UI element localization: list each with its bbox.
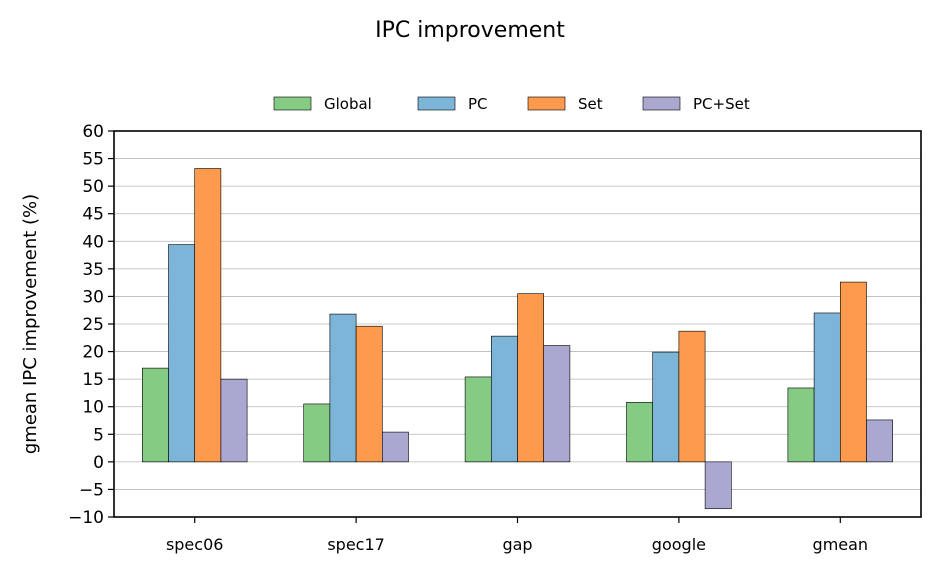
bar-global-spec17 [303,403,331,463]
bar-global-gmean [787,387,815,463]
bar-set-google [678,330,706,463]
x-tick-label: gmean [813,535,869,554]
y-tick-label: 5 [93,425,104,445]
y-tick-label: 10 [82,398,104,418]
chart-title: IPC improvement [375,18,565,43]
bar-pc-set-spec17 [381,431,409,463]
bar-set-spec06 [194,168,222,463]
x-axis: spec06 spec17 gap google gmean [166,517,868,554]
y-tick-label: 45 [82,205,104,225]
x-tick-label: google [652,535,706,554]
y-tick-label: 15 [82,370,104,390]
bar-pc-spec17 [329,313,357,463]
bar-pc-spec06 [168,244,196,463]
bar-set-spec17 [355,325,383,463]
y-tick-label: 55 [82,150,104,170]
y-axis: −10 −5 0 5 10 15 20 25 30 35 40 45 50 55 60 [68,122,114,528]
bar-global-gap [464,376,492,463]
bar-pc-set-spec06 [220,378,248,463]
y-tick-label: 30 [82,287,104,307]
legend-swatch [417,96,456,111]
legend-swatch [273,96,312,111]
y-axis-label: gmean IPC improvement (%) [20,194,41,454]
legend-label: PC+Set [693,95,750,113]
bar-pc-set-gmean [866,419,894,463]
bar-global-google [626,402,654,463]
y-tick-label: −10 [68,508,104,528]
legend-label: Global [324,95,372,113]
legend-label: PC [468,95,488,113]
bar-global-spec06 [142,367,169,463]
bar-pc-set-gap [543,345,571,463]
legend: Global PC Set PC+Set [273,95,750,113]
y-tick-label: 25 [82,315,104,335]
bar-pc-gap [490,335,518,463]
y-tick-label: −5 [79,480,104,500]
x-tick-label: gap [502,535,532,554]
bar-pc-gmean [813,312,841,463]
y-tick-label: 40 [82,232,104,252]
legend-swatch [642,96,681,111]
bar-set-gap [517,293,545,463]
y-tick-label: 0 [93,453,104,473]
y-tick-label: 60 [82,122,104,142]
bar-pc-google [652,351,680,463]
legend-label: Set [578,95,603,113]
y-tick-label: 50 [82,177,104,197]
x-tick-label: spec06 [166,535,224,554]
x-tick-label: spec17 [327,535,385,554]
bars [142,168,894,510]
bar-pc-set-google [704,461,732,510]
y-tick-label: 20 [82,343,104,363]
bar-set-gmean [839,281,867,463]
y-tick-label: 35 [82,260,104,280]
legend-swatch [527,96,566,111]
